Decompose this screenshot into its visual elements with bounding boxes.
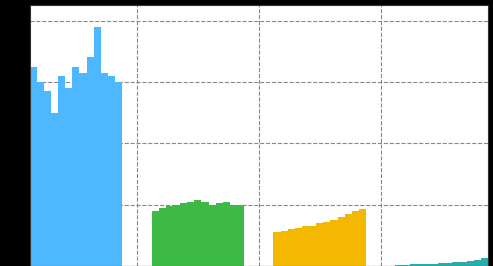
Bar	[431, 264, 438, 266]
Bar	[330, 220, 338, 266]
Bar	[58, 76, 65, 266]
Bar	[215, 203, 223, 266]
Bar	[230, 205, 237, 266]
Bar	[338, 217, 345, 266]
Bar	[94, 27, 101, 266]
Bar	[151, 211, 159, 266]
Bar	[424, 264, 431, 266]
Bar	[453, 262, 459, 266]
Bar	[445, 263, 453, 266]
Bar	[359, 209, 366, 266]
Bar	[417, 264, 424, 266]
Bar	[281, 231, 288, 266]
Bar	[65, 88, 72, 266]
Bar	[237, 205, 244, 266]
Bar	[72, 67, 79, 266]
Bar	[481, 258, 488, 266]
Bar	[166, 206, 173, 266]
Bar	[288, 229, 295, 266]
Bar	[223, 202, 230, 266]
Bar	[323, 222, 330, 266]
Bar	[115, 82, 122, 266]
Bar	[187, 202, 194, 266]
Bar	[309, 226, 316, 266]
Bar	[194, 200, 202, 266]
Bar	[403, 265, 410, 266]
Bar	[474, 260, 481, 266]
Bar	[44, 91, 51, 266]
Bar	[202, 202, 209, 266]
Bar	[274, 232, 281, 266]
Bar	[209, 205, 215, 266]
Bar	[467, 261, 474, 266]
Bar	[295, 228, 302, 266]
Bar	[438, 263, 445, 266]
Bar	[352, 211, 359, 266]
Bar	[459, 262, 467, 266]
Bar	[345, 214, 352, 266]
Bar	[51, 113, 58, 266]
Bar	[36, 82, 44, 266]
Bar	[395, 265, 403, 266]
Bar	[410, 264, 417, 266]
Bar	[87, 57, 94, 266]
Bar	[180, 203, 187, 266]
Bar	[173, 205, 180, 266]
Bar	[159, 208, 166, 266]
Bar	[108, 76, 115, 266]
Bar	[30, 67, 36, 266]
Bar	[316, 223, 323, 266]
Bar	[79, 73, 87, 266]
Bar	[101, 73, 108, 266]
Bar	[302, 226, 309, 266]
